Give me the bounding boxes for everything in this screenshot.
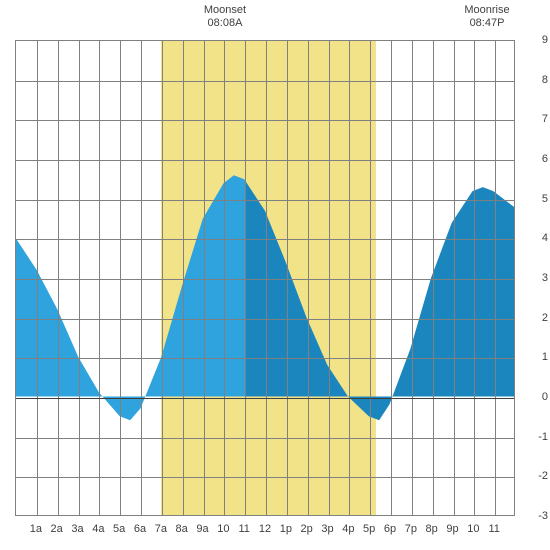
y-tick-label: 8 <box>542 74 548 86</box>
y-tick-label: -3 <box>538 510 548 522</box>
x-tick-label: 2p <box>301 523 313 535</box>
grid-line-v <box>454 41 455 515</box>
y-tick-label: 4 <box>542 232 548 244</box>
y-tick-label: -2 <box>538 470 548 482</box>
grid-line-v <box>183 41 184 515</box>
x-tick-label: 9p <box>446 523 458 535</box>
x-tick-label: 7p <box>405 523 417 535</box>
grid-line-v <box>370 41 371 515</box>
x-tick-label: 1a <box>30 523 42 535</box>
moonrise-time: 08:47P <box>470 17 505 29</box>
x-tick-label: 8p <box>426 523 438 535</box>
moonset-time: 08:08A <box>208 17 243 29</box>
grid-line-v <box>287 41 288 515</box>
grid-line-v <box>204 41 205 515</box>
grid-line-v <box>99 41 100 515</box>
x-tick-label: 6p <box>384 523 396 535</box>
grid-line-h <box>16 477 514 478</box>
y-tick-label: 3 <box>542 272 548 284</box>
grid-line-h <box>16 160 514 161</box>
grid-line-v <box>329 41 330 515</box>
x-tick-label: 6a <box>134 523 146 535</box>
grid-line-h <box>16 319 514 320</box>
grid-line-h <box>16 81 514 82</box>
grid-line-v <box>412 41 413 515</box>
moonrise-title: Moonrise <box>464 4 509 16</box>
zero-line <box>16 398 514 399</box>
x-tick-label: 5p <box>363 523 375 535</box>
grid-line-v <box>79 41 80 515</box>
grid-line-v <box>162 41 163 515</box>
moonset-label: Moonset 08:08A <box>204 4 246 30</box>
y-tick-label: 5 <box>542 193 548 205</box>
x-tick-label: 4a <box>92 523 104 535</box>
x-tick-label: 3p <box>321 523 333 535</box>
grid-line-v <box>37 41 38 515</box>
x-tick-label: 10 <box>217 523 229 535</box>
grid-line-h <box>16 120 514 121</box>
grid-line-v <box>349 41 350 515</box>
y-tick-label: -1 <box>538 431 548 443</box>
tide-chart: Moonset 08:08A Moonrise 08:47P -3-2-1012… <box>0 0 550 550</box>
grid-line-h <box>16 239 514 240</box>
grid-line-h <box>16 358 514 359</box>
x-tick-label: 12 <box>259 523 271 535</box>
plot-area <box>15 40 515 516</box>
grid-line-v <box>474 41 475 515</box>
grid-line-v <box>224 41 225 515</box>
x-tick-label: 9a <box>196 523 208 535</box>
grid-line-v <box>58 41 59 515</box>
y-tick-label: 0 <box>542 391 548 403</box>
grid-line-v <box>391 41 392 515</box>
grid-line-h <box>16 438 514 439</box>
grid-line-v <box>495 41 496 515</box>
tide-area <box>16 41 514 515</box>
grid-line-h <box>16 200 514 201</box>
grid-line-v <box>120 41 121 515</box>
x-tick-label: 10 <box>467 523 479 535</box>
x-tick-label: 4p <box>342 523 354 535</box>
grid-line-v <box>266 41 267 515</box>
grid-line-h <box>16 279 514 280</box>
x-tick-label: 7a <box>155 523 167 535</box>
grid-line-v <box>308 41 309 515</box>
x-tick-label: 5a <box>113 523 125 535</box>
x-tick-label: 8a <box>176 523 188 535</box>
y-tick-label: 6 <box>542 153 548 165</box>
y-tick-label: 2 <box>542 312 548 324</box>
moonset-title: Moonset <box>204 4 246 16</box>
grid-line-v <box>141 41 142 515</box>
y-tick-label: 9 <box>542 34 548 46</box>
y-tick-label: 7 <box>542 113 548 125</box>
grid-line-v <box>245 41 246 515</box>
x-tick-label: 1p <box>280 523 292 535</box>
moonrise-label: Moonrise 08:47P <box>464 4 509 30</box>
x-tick-label: 2a <box>51 523 63 535</box>
y-tick-label: 1 <box>542 351 548 363</box>
x-tick-label: 11 <box>488 523 499 535</box>
x-tick-label: 3a <box>71 523 83 535</box>
x-tick-label: 11 <box>238 523 249 535</box>
grid-line-v <box>433 41 434 515</box>
